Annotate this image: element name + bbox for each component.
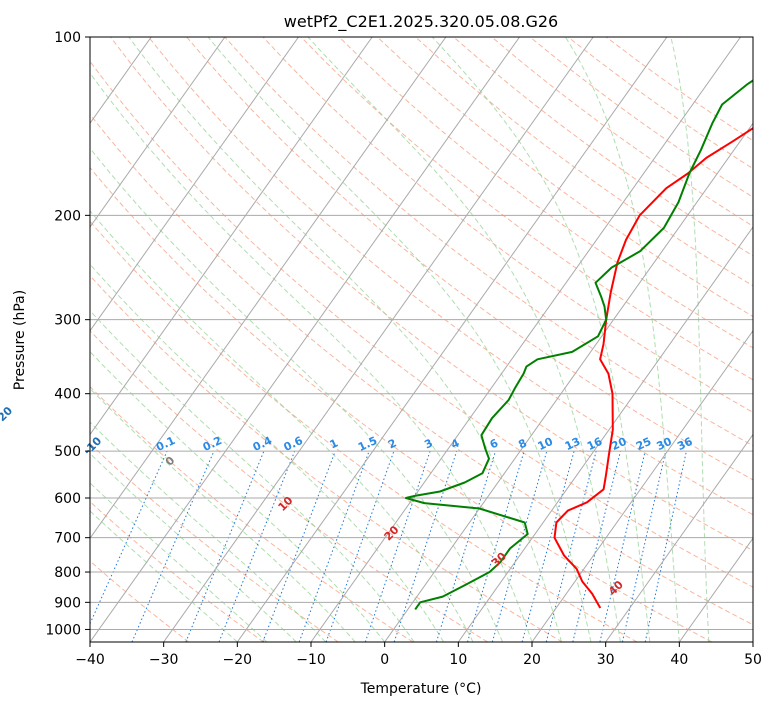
isotherm-gridline bbox=[90, 37, 447, 540]
x-tick-label: 20 bbox=[523, 652, 541, 668]
mixing-ratio-line bbox=[491, 450, 548, 642]
moist-adiabat bbox=[565, 37, 680, 642]
x-axis-label: Temperature (°C) bbox=[360, 681, 482, 697]
y-tick-label: 1000 bbox=[45, 622, 81, 638]
x-tick-label: −20 bbox=[223, 652, 253, 668]
background-lines bbox=[90, 37, 753, 642]
dry-adiabat bbox=[90, 220, 638, 642]
dry-adiabat-label: -20 bbox=[0, 404, 15, 427]
moist-adiabat bbox=[90, 263, 445, 642]
x-tick-label: 30 bbox=[597, 652, 615, 668]
dry-adiabat bbox=[186, 37, 753, 481]
moist-adiabat bbox=[307, 37, 621, 642]
y-tick-label: 900 bbox=[54, 595, 81, 611]
isotherm-gridline bbox=[0, 37, 4, 642]
dry-adiabat bbox=[90, 60, 753, 588]
dry-adiabat bbox=[90, 113, 753, 626]
plot-frame bbox=[89, 36, 754, 643]
mixing-ratio-label: 25 bbox=[634, 435, 653, 453]
dewpoint-profile bbox=[404, 79, 753, 610]
moist-adiabat bbox=[207, 37, 592, 642]
isotherm-gridline bbox=[752, 641, 753, 642]
isotherm-gridline bbox=[605, 433, 753, 642]
y-tick-label: 700 bbox=[54, 531, 81, 547]
grid-lines bbox=[0, 37, 753, 642]
dry-adiabat bbox=[90, 385, 414, 642]
y-tick-label: 800 bbox=[54, 565, 81, 581]
x-tick-label: −40 bbox=[75, 652, 105, 668]
x-tick-label: −10 bbox=[296, 652, 326, 668]
mixing-ratio-line bbox=[325, 450, 395, 642]
dry-adiabat bbox=[90, 274, 563, 642]
mixing-ratio-label: 13 bbox=[563, 435, 582, 453]
plot-background bbox=[90, 37, 753, 642]
mixing-ratio-line bbox=[298, 450, 370, 642]
isotherm-gridline bbox=[678, 537, 753, 642]
isotherm-gridline bbox=[236, 37, 668, 642]
mixing-ratio-label: 36 bbox=[675, 435, 695, 453]
profile-layer bbox=[404, 79, 753, 610]
mixing-ratio-line bbox=[364, 450, 431, 642]
x-tick-label: 0 bbox=[380, 652, 389, 668]
mixing-ratio-line bbox=[393, 450, 458, 642]
y-tick-label: 300 bbox=[54, 313, 81, 329]
y-tick-label: 500 bbox=[54, 444, 81, 460]
dry-adiabat bbox=[262, 37, 753, 413]
moist-adiabat bbox=[90, 351, 386, 642]
y-tick-label: 200 bbox=[54, 208, 81, 224]
temperature-profile bbox=[553, 127, 753, 609]
mixing-ratio-line bbox=[90, 450, 168, 625]
mixing-ratio-line bbox=[644, 450, 687, 642]
dry-adiabat bbox=[415, 37, 753, 287]
mixing-ratio-line bbox=[572, 450, 621, 642]
y-tick-label: 600 bbox=[54, 491, 81, 507]
moist-adiabat bbox=[431, 37, 651, 642]
moist-adiabat bbox=[128, 37, 562, 642]
moist-adiabat bbox=[90, 387, 356, 642]
moist-adiabat bbox=[90, 147, 503, 642]
dry-adiabat bbox=[90, 166, 712, 642]
moist-adiabat bbox=[670, 37, 710, 642]
isotherm-gridline bbox=[90, 37, 299, 332]
mixing-ratio-line bbox=[621, 450, 667, 642]
x-axis-ticks: −40 −30 −20 −10 0 10 20 30 40 50 bbox=[75, 642, 762, 668]
dry-adiabat bbox=[90, 560, 190, 642]
isotherm-gridline bbox=[90, 37, 520, 642]
mixing-ratio-line bbox=[599, 450, 646, 642]
moist-adiabat bbox=[90, 421, 327, 642]
isotherm-gridline bbox=[90, 37, 226, 228]
isotherm-gridline bbox=[531, 329, 753, 642]
isotherm-gridline bbox=[310, 37, 741, 642]
isotherm-gridline bbox=[384, 122, 753, 642]
mixing-ratio-line bbox=[521, 450, 575, 642]
x-tick-label: 50 bbox=[744, 652, 762, 668]
dry-adiabat bbox=[90, 330, 488, 642]
x-tick-label: −30 bbox=[149, 652, 179, 668]
mixing-ratio-line bbox=[131, 450, 215, 642]
x-tick-label: 10 bbox=[449, 652, 467, 668]
y-axis-label: Pressure (hPa) bbox=[12, 290, 28, 390]
mixing-ratio-label: 16 bbox=[585, 435, 605, 453]
chart-title: wetPf2_C2E1.2025.320.05.08.G26 bbox=[284, 12, 558, 32]
y-tick-label: 100 bbox=[54, 30, 81, 46]
dry-adiabat bbox=[300, 37, 753, 381]
isotherm-gridline bbox=[90, 37, 373, 436]
mixing-ratio-line bbox=[467, 450, 525, 642]
mixing-ratio-line bbox=[435, 450, 496, 642]
isotherm-gridline bbox=[457, 226, 753, 642]
x-tick-label: 40 bbox=[670, 652, 688, 668]
y-tick-label: 400 bbox=[54, 387, 81, 403]
y-axis-ticks: 100 200 300 400 500 600 700 800 900 1000 bbox=[45, 30, 90, 638]
mixing-ratio-label: 20 bbox=[609, 435, 629, 453]
isotherm-gridline bbox=[163, 37, 594, 642]
mixing-ratio-label: 10 bbox=[536, 435, 556, 453]
moist-adiabat bbox=[90, 72, 533, 642]
mixing-ratio-label: 30 bbox=[655, 435, 675, 453]
